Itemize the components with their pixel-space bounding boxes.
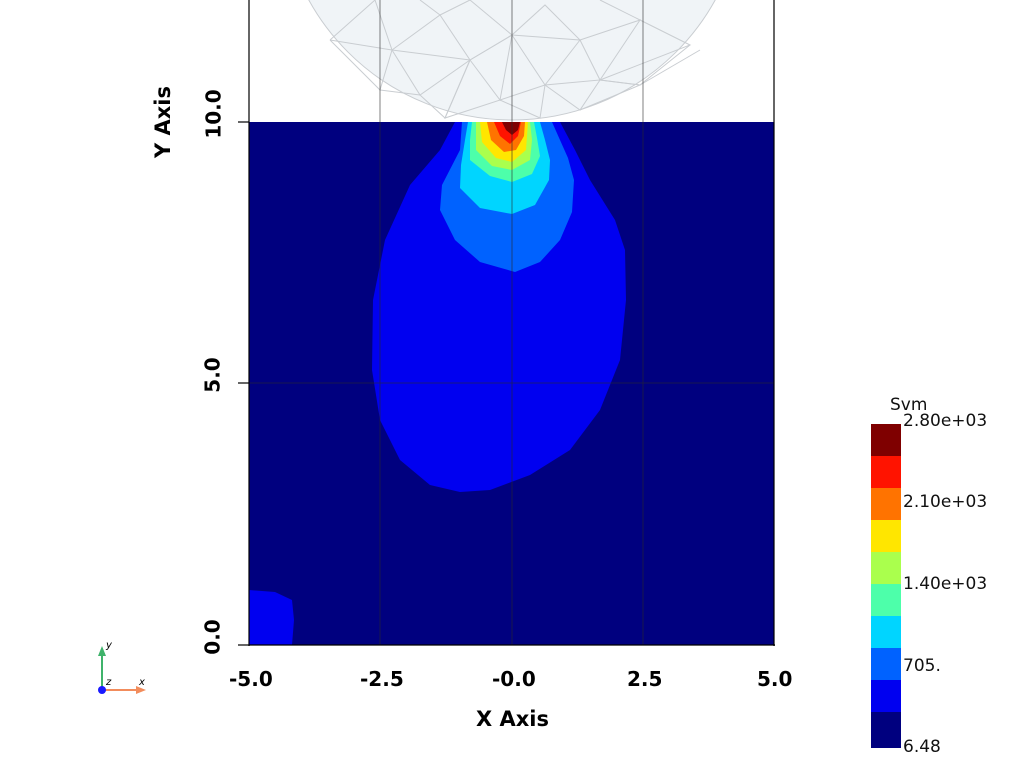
y-tick-label: 0.0 (200, 619, 225, 655)
colorbar-title: Svm (890, 395, 928, 415)
x-tick-label: -5.0 (229, 667, 273, 691)
y-tick-label: 5.0 (200, 357, 225, 393)
triad-y-label: y (106, 640, 112, 651)
grid-lines (249, 0, 774, 645)
x-tick-label: -0.0 (492, 667, 536, 691)
colorbar-label: 1.40e+03 (903, 574, 988, 594)
contour-band-10 (502, 122, 520, 135)
triad-z-label: z (106, 677, 112, 688)
colorbar-label: 705. (903, 656, 941, 676)
contour-band-corner (249, 590, 294, 645)
colorbar (871, 424, 901, 748)
triad-x-label: x (139, 677, 145, 688)
y-axis-title: Y Axis (151, 85, 176, 159)
colorbar-label: 2.80e+03 (903, 411, 988, 431)
x-tick-label: 5.0 (757, 667, 793, 691)
x-tick-label: 2.5 (627, 667, 663, 691)
axes-lines (238, 0, 775, 646)
colorbar-label: 6.48 (903, 737, 941, 757)
y-tick-label: 10.0 (201, 89, 226, 139)
x-tick-label: -2.5 (360, 667, 404, 691)
colorbar-label: 2.10e+03 (903, 492, 988, 512)
stress-contours (249, 122, 626, 645)
orientation-triad (98, 646, 146, 694)
x-axis-title: X Axis (476, 707, 549, 731)
